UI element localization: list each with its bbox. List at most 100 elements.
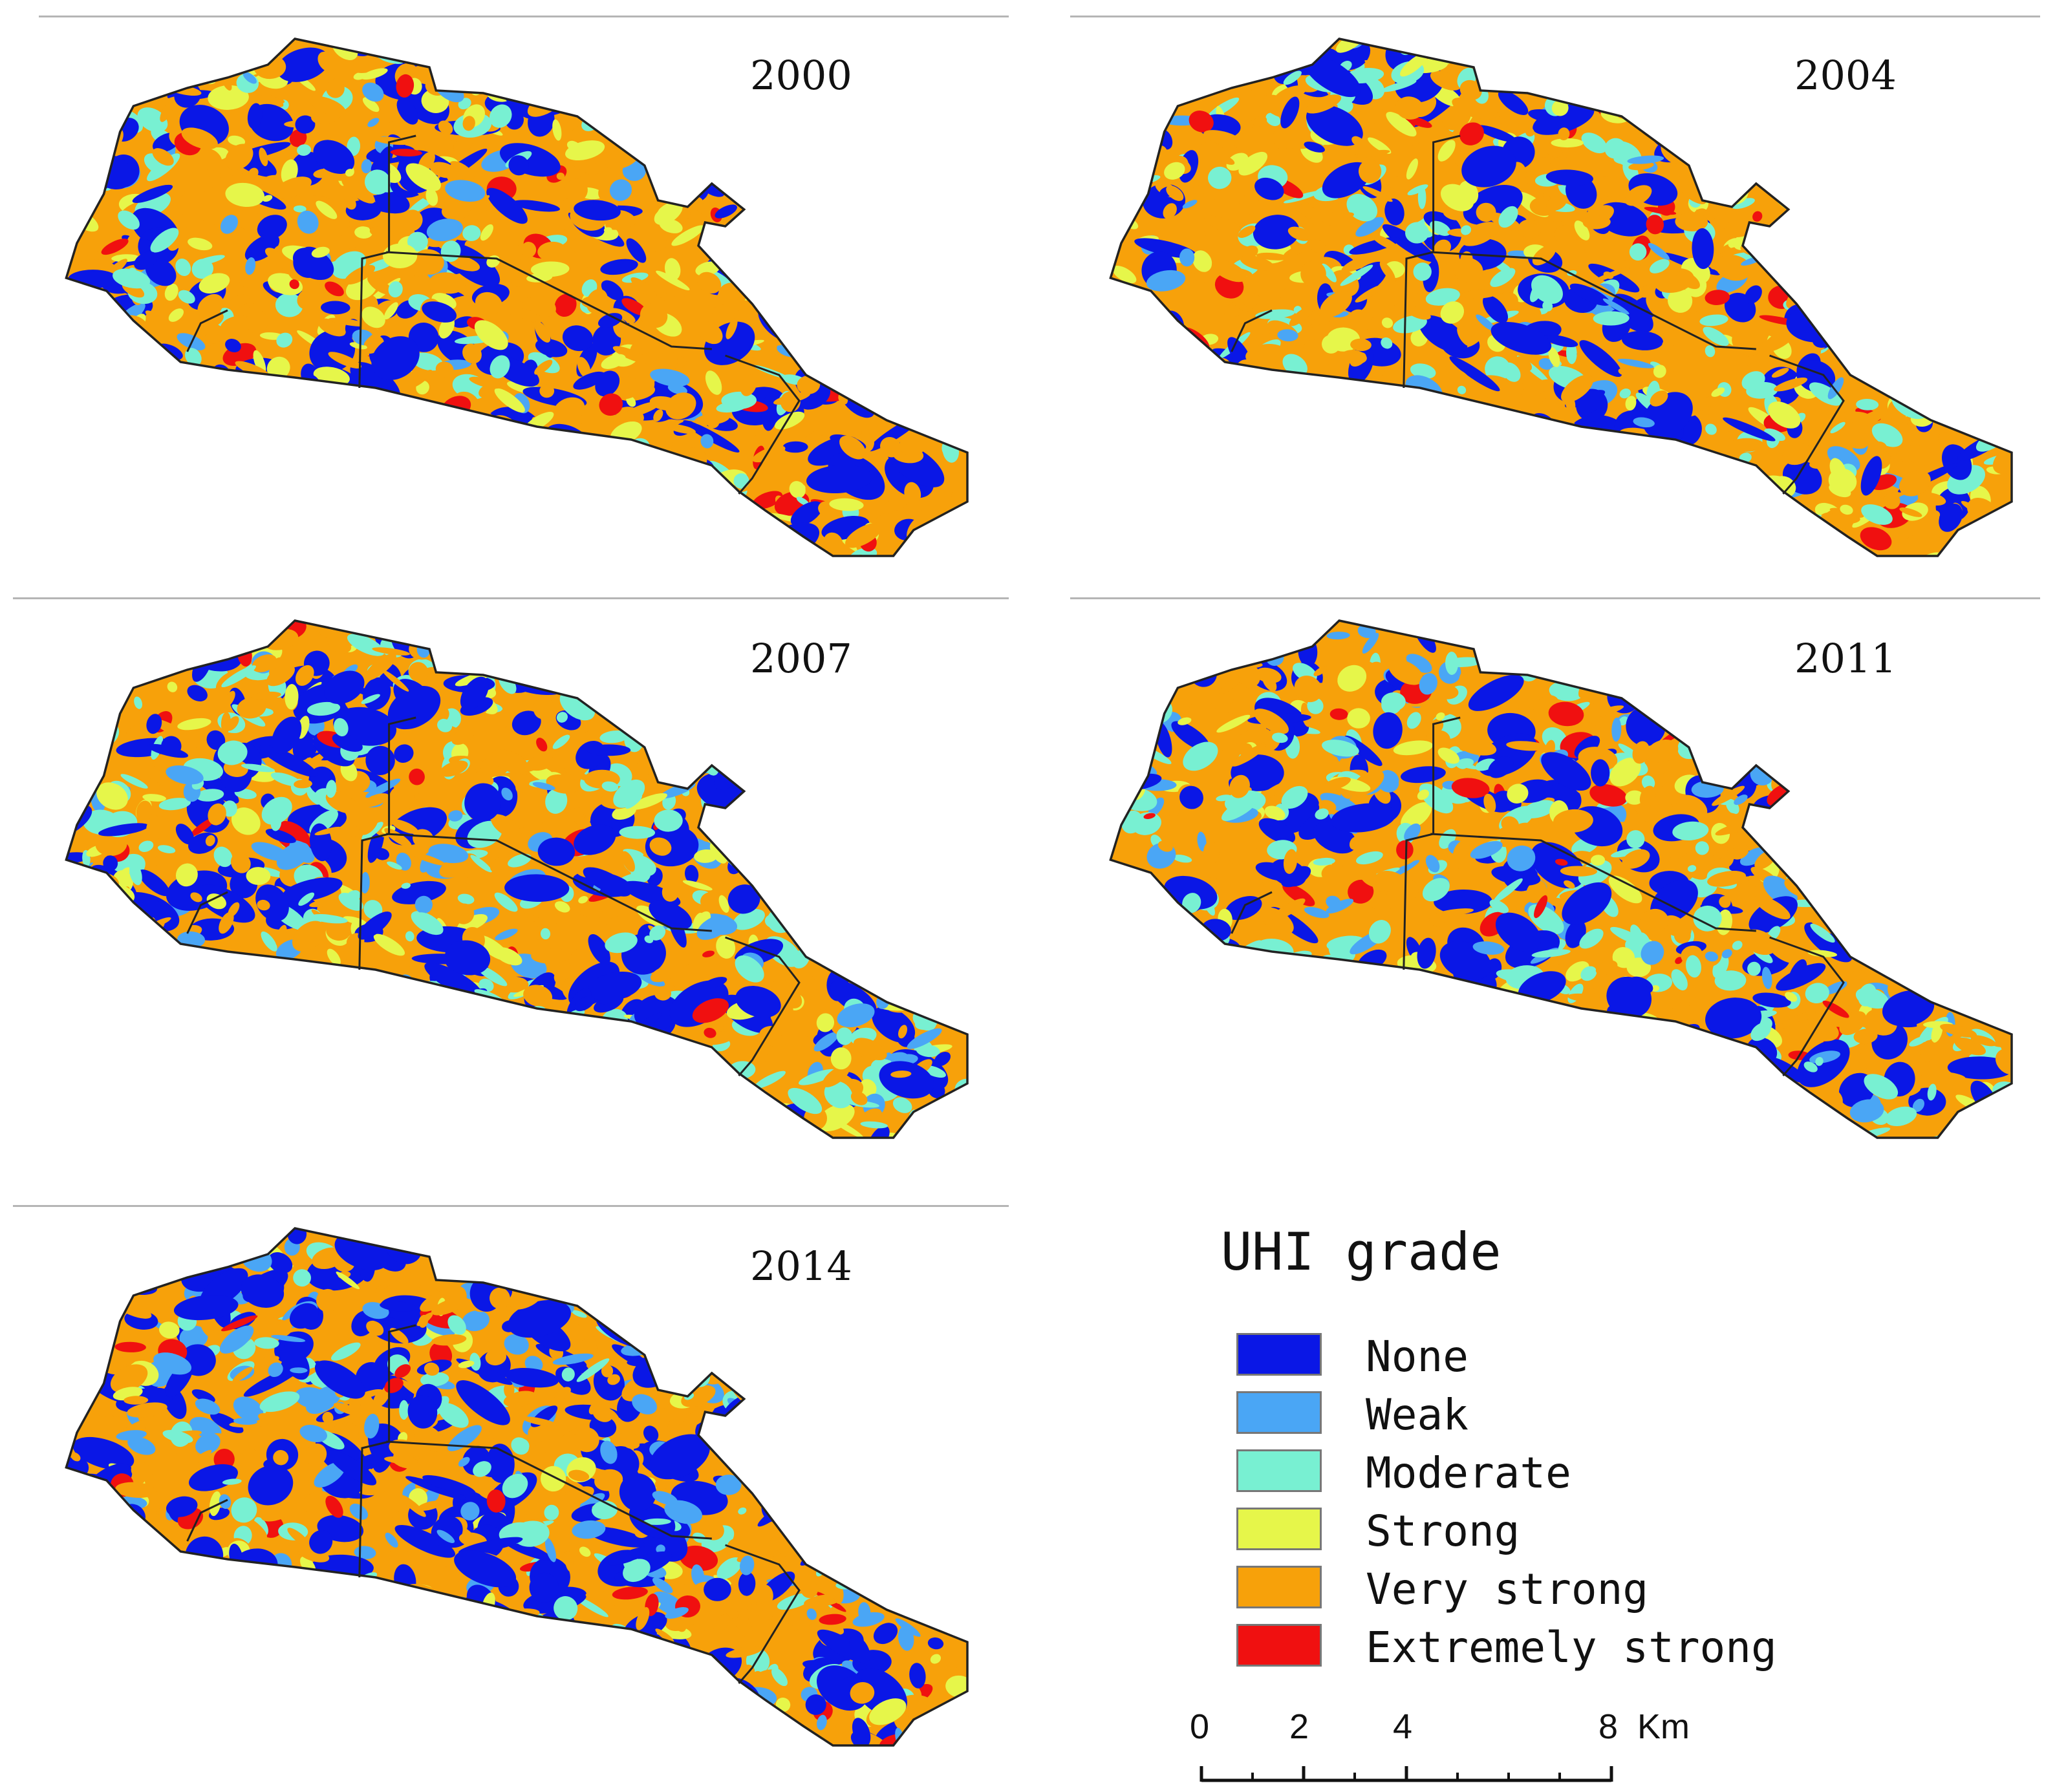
- uhi-patch: [1842, 118, 1864, 127]
- uhi-patch: [1624, 1030, 1636, 1047]
- uhi-patch: [1368, 137, 1392, 154]
- uhi-patch: [362, 97, 380, 112]
- uhi-patch: [1299, 420, 1350, 460]
- uhi-patch: [574, 65, 590, 79]
- uhi-patch: [1372, 234, 1400, 251]
- uhi-patch: [1815, 714, 1837, 735]
- uhi-patch: [812, 718, 834, 736]
- uhi-patch: [1954, 184, 1966, 198]
- uhi-patch: [1363, 549, 1395, 556]
- uhi-patch: [1825, 806, 1852, 825]
- uhi-patch: [875, 98, 885, 111]
- uhi-patch: [1412, 463, 1443, 482]
- uhi-patch: [1986, 346, 2012, 374]
- uhi-patch: [667, 383, 687, 395]
- uhi-patch: [550, 58, 590, 76]
- uhi-patch: [1110, 952, 1131, 970]
- uhi-patch: [266, 356, 290, 380]
- uhi-patch: [540, 928, 551, 940]
- uhi-patch: [526, 531, 550, 549]
- uhi-patch: [684, 864, 699, 884]
- uhi-patch: [885, 798, 931, 833]
- uhi-patch: [797, 904, 812, 913]
- uhi-patch: [938, 623, 952, 630]
- uhi-patch: [554, 1100, 582, 1122]
- uhi-patch: [584, 659, 614, 680]
- uhi-patch: [748, 776, 784, 800]
- uhi-patch: [277, 975, 327, 1011]
- uhi-patch: [260, 547, 298, 556]
- uhi-patch: [276, 392, 304, 412]
- uhi-patch: [175, 259, 191, 276]
- uhi-patch: [565, 140, 605, 161]
- uhi-patch: [1573, 242, 1586, 267]
- uhi-patch: [142, 794, 166, 802]
- uhi-patch: [1858, 199, 1888, 218]
- uhi-patch: [1675, 511, 1684, 520]
- uhi-patch: [1501, 61, 1530, 69]
- uhi-patch: [310, 913, 348, 924]
- uhi-patch: [1719, 525, 1749, 556]
- uhi-patch: [309, 96, 347, 116]
- uhi-patch: [1241, 432, 1254, 442]
- uhi-patch: [363, 1109, 375, 1126]
- uhi-patch: [150, 228, 179, 253]
- uhi-patch: [270, 772, 302, 787]
- uhi-patch: [1444, 1106, 1461, 1138]
- uhi-patch: [1845, 303, 1874, 328]
- uhi-patch: [659, 703, 687, 725]
- uhi-patch: [146, 816, 173, 839]
- uhi-patch: [489, 104, 512, 128]
- uhi-patch: [703, 307, 727, 314]
- uhi-patch: [1574, 220, 1590, 240]
- uhi-patch: [94, 332, 136, 350]
- uhi-patch: [1996, 103, 2012, 127]
- uhi-patch: [1882, 348, 1917, 364]
- uhi-patch: [1234, 39, 1264, 50]
- uhi-patch: [94, 1120, 125, 1138]
- uhi-patch: [1130, 662, 1167, 685]
- uhi-patch: [1899, 507, 1922, 517]
- uhi-patch: [1157, 39, 1171, 43]
- uhi-patch: [748, 188, 784, 200]
- uhi-patch: [1355, 284, 1385, 303]
- uhi-patch: [486, 469, 515, 495]
- uhi-patch: [1615, 475, 1644, 486]
- uhi-patch: [1137, 357, 1150, 373]
- uhi-patch: [1796, 112, 1816, 119]
- uhi-patch: [1168, 533, 1178, 541]
- uhi-patch: [1743, 495, 1763, 504]
- uhi-patch: [109, 1041, 143, 1071]
- uhi-patch: [861, 935, 901, 957]
- uhi-patch: [1815, 161, 1877, 192]
- uhi-patch: [1209, 50, 1242, 76]
- uhi-patch: [659, 219, 683, 233]
- uhi-map: [65, 37, 969, 557]
- uhi-patch: [1591, 1018, 1624, 1025]
- uhi-patch: [1926, 951, 1958, 974]
- uhi-patch: [1803, 694, 1838, 713]
- uhi-patch: [766, 191, 805, 219]
- uhi-patch: [1523, 39, 1575, 60]
- uhi-patch: [898, 1025, 907, 1039]
- uhi-patch: [868, 275, 901, 291]
- uhi-patch: [462, 343, 482, 364]
- uhi-patch: [325, 780, 337, 798]
- uhi-patch: [396, 74, 414, 98]
- uhi-patch: [727, 884, 760, 914]
- uhi-patch: [1653, 365, 1666, 378]
- uhi-patch: [1280, 96, 1300, 129]
- uhi-patch: [1311, 479, 1335, 506]
- uhi-patch: [1783, 526, 1798, 541]
- uhi-patch: [921, 940, 967, 966]
- uhi-patch: [1895, 493, 1919, 506]
- uhi-patch: [650, 1106, 680, 1128]
- uhi-patch: [630, 863, 651, 883]
- uhi-patch: [904, 963, 931, 981]
- uhi-patch: [1650, 390, 1668, 407]
- uhi-patch: [552, 621, 587, 632]
- uhi-patch: [210, 1051, 222, 1067]
- uhi-patch: [835, 826, 885, 849]
- uhi-patch: [369, 795, 383, 805]
- uhi-patch: [1365, 107, 1388, 123]
